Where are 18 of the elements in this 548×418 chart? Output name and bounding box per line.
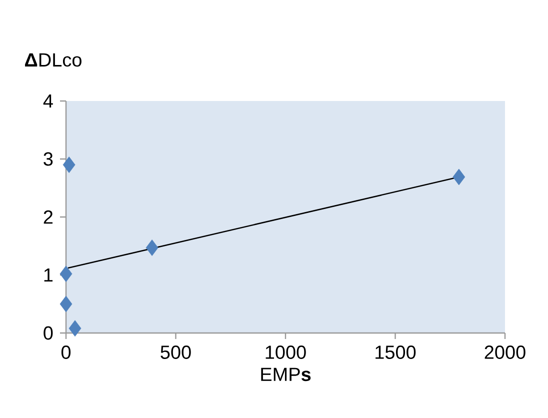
y-tick-label: 2 [44, 210, 53, 224]
point [60, 296, 72, 312]
y-tick-label: 1 [44, 268, 53, 282]
x-tick-label: 500 [160, 346, 191, 359]
point [62, 156, 76, 174]
y-tick-label: 0 [44, 326, 53, 340]
x-tick-label: 0 [61, 346, 71, 359]
point [68, 320, 82, 337]
x-tick-label: 2000 [484, 346, 526, 359]
y-axis-title: ΔDLco [25, 53, 82, 67]
x-tick-label: 1500 [376, 346, 416, 359]
point [60, 266, 72, 282]
y-tick-label: 3 [44, 152, 53, 166]
x-tick-label: 1000 [266, 346, 306, 359]
point [452, 168, 466, 186]
x-axis-title: EMPs [261, 368, 311, 382]
y-tick-label: 4 [43, 94, 53, 108]
point [146, 240, 158, 256]
